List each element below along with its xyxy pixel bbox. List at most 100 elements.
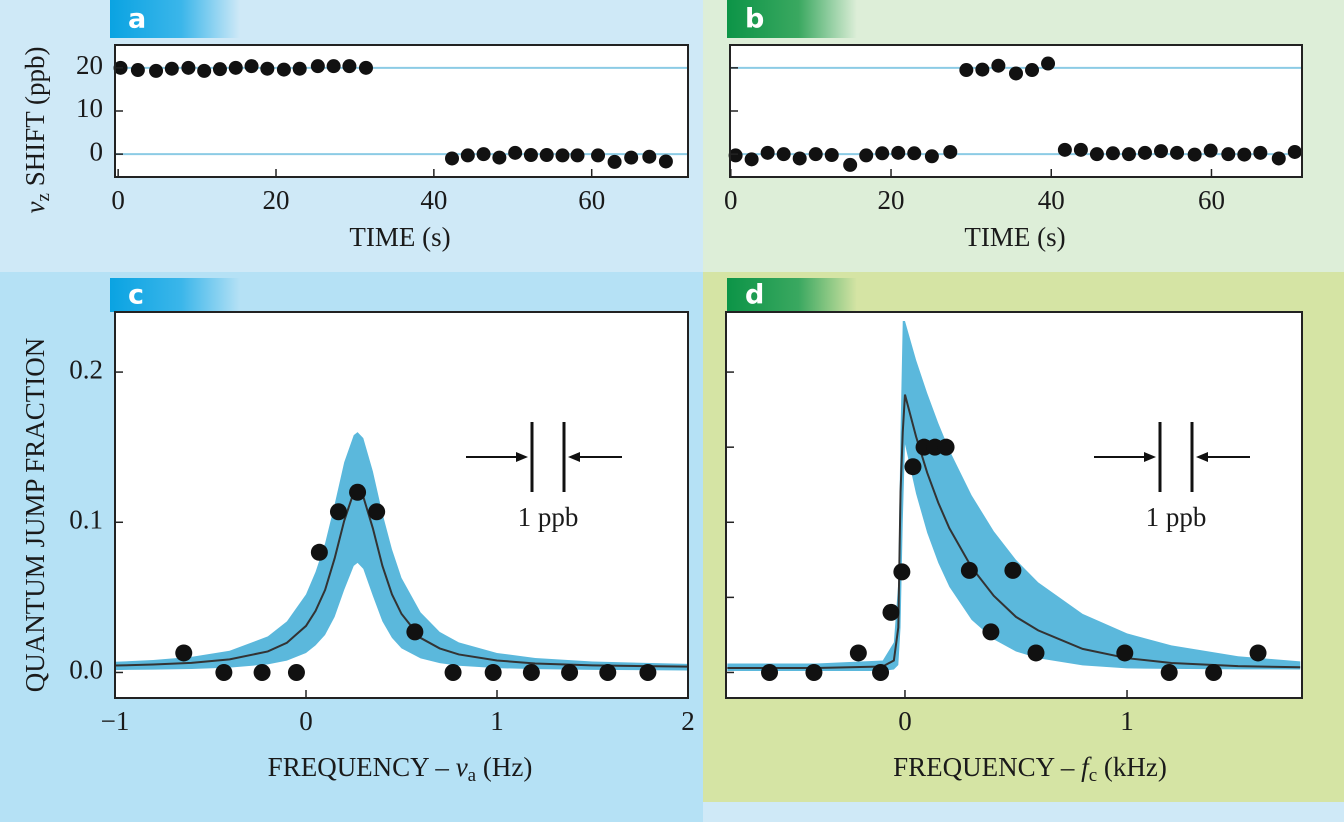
x-tick-label: 2 bbox=[681, 706, 695, 736]
data-point bbox=[1287, 144, 1302, 159]
label-part: c bbox=[1089, 765, 1097, 786]
data-point bbox=[181, 60, 196, 75]
data-point bbox=[859, 148, 874, 163]
data-point bbox=[484, 663, 502, 681]
x-tick-label: 20 bbox=[878, 185, 905, 215]
x-tick-label: 1 bbox=[490, 706, 504, 736]
data-point bbox=[276, 62, 291, 77]
label-part: FREQUENCY – bbox=[893, 752, 1081, 782]
x-tick-label: 20 bbox=[263, 185, 290, 215]
label-part: (kHz) bbox=[1097, 752, 1167, 782]
data-point bbox=[228, 60, 243, 75]
panel-header bbox=[110, 278, 240, 312]
data-point bbox=[292, 61, 307, 76]
x-tick-label: −1 bbox=[101, 706, 130, 736]
arrow-head bbox=[568, 452, 580, 462]
data-point bbox=[1187, 147, 1202, 162]
data-point bbox=[523, 148, 538, 162]
arrow-head bbox=[516, 452, 528, 462]
arrow-head bbox=[1196, 452, 1208, 462]
data-point bbox=[893, 563, 911, 581]
label-part: FREQUENCY – bbox=[268, 752, 456, 782]
data-point bbox=[368, 503, 386, 521]
data-point bbox=[849, 644, 867, 662]
data-point bbox=[253, 663, 271, 681]
plot-frame bbox=[725, 311, 1303, 699]
data-point bbox=[959, 63, 974, 78]
data-point bbox=[776, 147, 791, 162]
y-tick-label: 0 bbox=[90, 136, 104, 166]
y-tick-label: 0.2 bbox=[69, 354, 103, 384]
data-point bbox=[329, 503, 347, 521]
plot-frame bbox=[729, 44, 1303, 178]
data-point bbox=[508, 145, 523, 160]
data-point bbox=[197, 63, 212, 78]
x-tick-label: 40 bbox=[1038, 185, 1065, 215]
data-point bbox=[599, 663, 617, 681]
data-point bbox=[624, 150, 639, 165]
x-tick-label: 0 bbox=[898, 706, 912, 736]
data-point bbox=[349, 483, 367, 501]
data-point bbox=[882, 603, 900, 621]
data-point bbox=[406, 623, 424, 641]
data-point bbox=[130, 63, 145, 78]
data-point bbox=[943, 144, 958, 159]
data-point bbox=[1271, 151, 1286, 166]
data-point bbox=[1057, 142, 1072, 157]
arrow-head bbox=[1144, 452, 1156, 462]
y-tick-label: 10 bbox=[76, 93, 103, 123]
data-point bbox=[1121, 147, 1136, 162]
data-point bbox=[744, 152, 759, 167]
label-part: a bbox=[468, 765, 477, 786]
data-point bbox=[1089, 147, 1104, 162]
data-point bbox=[891, 145, 906, 160]
data-point bbox=[1027, 644, 1045, 662]
confidence-band bbox=[115, 432, 688, 671]
data-point bbox=[639, 663, 657, 681]
x-tick-label: 0 bbox=[111, 185, 125, 215]
annotation: 1 ppb bbox=[1146, 502, 1207, 532]
label-part: ν bbox=[20, 201, 50, 213]
data-point bbox=[215, 663, 233, 681]
panel-header bbox=[727, 278, 857, 312]
y-tick-label: 20 bbox=[76, 50, 103, 80]
panel-letter: a bbox=[128, 4, 146, 35]
data-point bbox=[960, 561, 978, 579]
data-point bbox=[175, 644, 193, 662]
data-point bbox=[1004, 561, 1022, 579]
label-part: SHIFT (ppb) bbox=[20, 47, 50, 194]
label-part: TIME (s) bbox=[964, 222, 1065, 252]
y-axis-label: νz SHIFT (ppb) bbox=[20, 47, 54, 214]
data-point bbox=[658, 154, 673, 169]
label-part: z bbox=[33, 193, 54, 201]
confidence-band bbox=[727, 321, 1301, 671]
data-point bbox=[326, 59, 341, 74]
data-point bbox=[492, 150, 507, 165]
data-point bbox=[1170, 145, 1185, 160]
x-axis-label: FREQUENCY – νa (Hz) bbox=[268, 752, 533, 786]
data-point bbox=[1249, 644, 1267, 662]
data-point bbox=[244, 59, 259, 74]
data-point bbox=[982, 623, 1000, 641]
data-point bbox=[164, 61, 179, 76]
panel-letter: b bbox=[745, 4, 764, 35]
label-part: QUANTUM JUMP FRACTION bbox=[20, 338, 50, 693]
data-point bbox=[561, 663, 579, 681]
data-point bbox=[342, 59, 357, 74]
annotation: 1 ppb bbox=[518, 502, 579, 532]
data-point bbox=[1205, 663, 1223, 681]
data-point bbox=[872, 663, 890, 681]
data-point bbox=[555, 148, 570, 163]
data-point bbox=[460, 148, 475, 163]
x-tick-label: 0 bbox=[299, 706, 313, 736]
data-point bbox=[824, 148, 839, 162]
data-point bbox=[761, 663, 779, 681]
data-point bbox=[444, 663, 462, 681]
data-point bbox=[1105, 146, 1120, 161]
data-point bbox=[522, 663, 540, 681]
panel-header bbox=[727, 0, 857, 38]
data-point bbox=[975, 62, 990, 77]
label-part: TIME (s) bbox=[349, 222, 450, 252]
x-tick-label: 0 bbox=[724, 185, 738, 215]
x-axis-label: TIME (s) bbox=[964, 222, 1065, 252]
